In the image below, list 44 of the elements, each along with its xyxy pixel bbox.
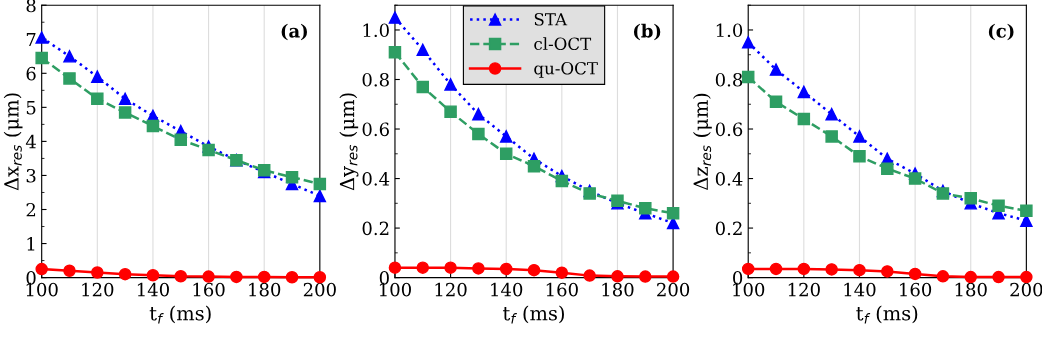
legend-label: cl-OCT [534, 37, 592, 51]
y-tick-label: 0.8 [715, 72, 743, 87]
y-tick-label: 0.2 [715, 221, 742, 236]
x-tick-label: 180 [955, 282, 987, 297]
x-tick-label: 140 [491, 282, 523, 297]
x-tick-label: 160 [193, 282, 225, 297]
x-axis-title: t$_{f}$ (ms) [502, 305, 564, 324]
annotation: (a) [281, 23, 307, 41]
y-tick-label: 4 [25, 134, 36, 149]
y-tick-label: 2 [26, 202, 36, 217]
x-tick-label: 140 [844, 282, 876, 297]
annotation: (b) [633, 23, 661, 41]
x-tick-label: 120 [788, 282, 820, 297]
y-tick-label: 0.4 [362, 172, 390, 186]
x-tick-label: 200 [303, 282, 336, 297]
y-tick-label: 1.0 [716, 23, 743, 38]
x-tick-label: 200 [657, 282, 690, 297]
x-axis-title: t$_{f}$ (ms) [856, 305, 918, 324]
x-tick-label: 200 [1010, 282, 1042, 297]
y-tick-label: 0.8 [362, 72, 389, 87]
annotation: (c) [988, 23, 1014, 41]
y-tick-label: 0.6 [362, 122, 389, 137]
y-axis-title: Δz$_{res}$ (μm) [692, 93, 712, 190]
x-tick-label: 160 [900, 282, 932, 297]
y-tick-label: 0.6 [715, 122, 743, 137]
x-tick-label: 180 [602, 282, 634, 297]
x-tick-label: 160 [546, 282, 578, 297]
x-tick-label: 140 [137, 282, 169, 297]
y-tick-label: 6 [26, 66, 36, 81]
legend-label: qu-OCT [534, 61, 598, 78]
x-tick-label: 180 [249, 282, 281, 297]
x-axis-title: t$_{f}$ (ms) [149, 305, 211, 324]
y-tick-label: 0.2 [362, 221, 389, 236]
x-tick-label: 120 [435, 282, 467, 297]
y-axis-title: Δy$_{res}$ (μm) [339, 93, 359, 191]
y-tick-label: 0.4 [715, 172, 743, 186]
y-tick-label: 7 [26, 32, 36, 47]
y-tick-label: 1.0 [363, 23, 389, 38]
x-tick-label: 120 [82, 282, 114, 297]
y-tick-label: 3 [26, 168, 36, 183]
y-tick-label: 5 [26, 101, 36, 115]
y-axis-title: Δx$_{res}$ (μm) [3, 93, 23, 191]
legend-label: STA [534, 13, 568, 26]
y-tick-label: 1 [27, 237, 35, 251]
